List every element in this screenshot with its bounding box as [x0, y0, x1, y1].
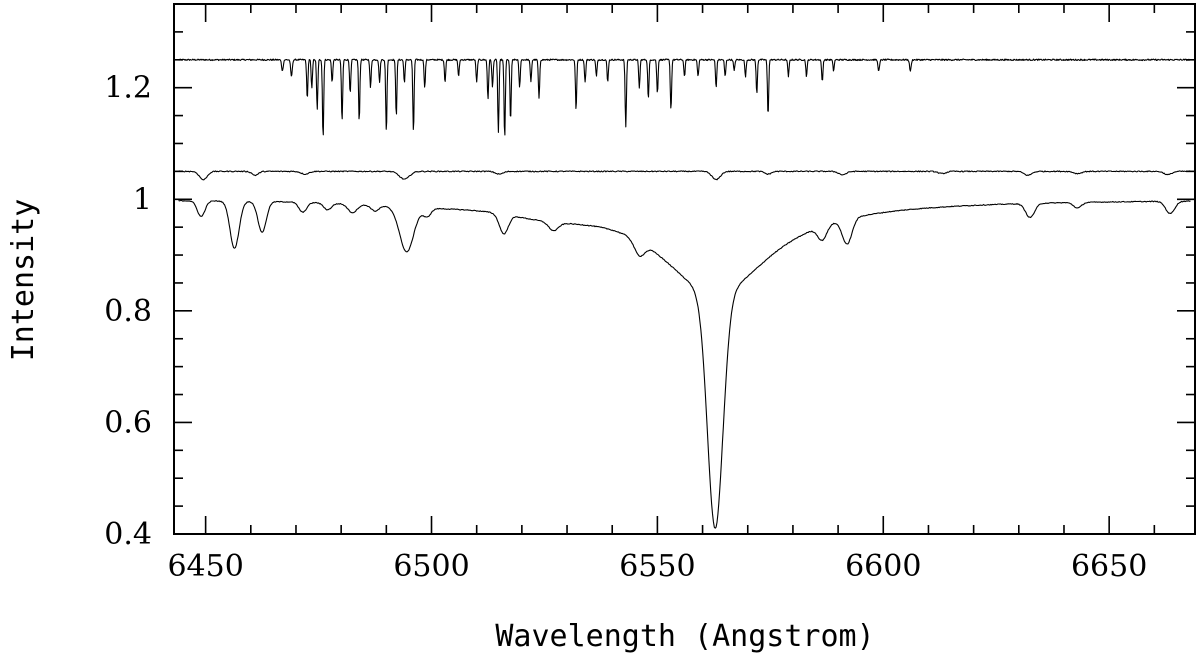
- y-tick-label: 0.8: [104, 294, 152, 329]
- y-axis-label: Intensity: [6, 199, 41, 362]
- plot-frame: [173, 3, 1196, 535]
- telluric-spectrum-line: [178, 58, 1191, 136]
- x-tick-label: 6450: [167, 549, 243, 584]
- x-tick-label: 6500: [393, 549, 469, 584]
- x-axis-label: Wavelength (Angstrom): [495, 619, 874, 654]
- y-tick-label: 0.6: [104, 405, 152, 440]
- stellar-spectrum-line: [178, 199, 1191, 529]
- y-axis: 0.4 0.6 0.8 1 1.2: [104, 31, 1195, 552]
- y-tick-label: 1: [133, 182, 152, 217]
- y-tick-label: 1.2: [104, 71, 152, 106]
- y-tick-label: 0.4: [104, 517, 152, 552]
- spectrum-lines: [178, 58, 1191, 529]
- comparison-spectrum-line: [178, 170, 1191, 181]
- x-axis: 6450 6500 6550 6600 6650: [167, 4, 1156, 584]
- x-tick-label: 6600: [845, 549, 921, 584]
- x-tick-label: 6550: [619, 549, 695, 584]
- x-tick-label: 6650: [1071, 549, 1147, 584]
